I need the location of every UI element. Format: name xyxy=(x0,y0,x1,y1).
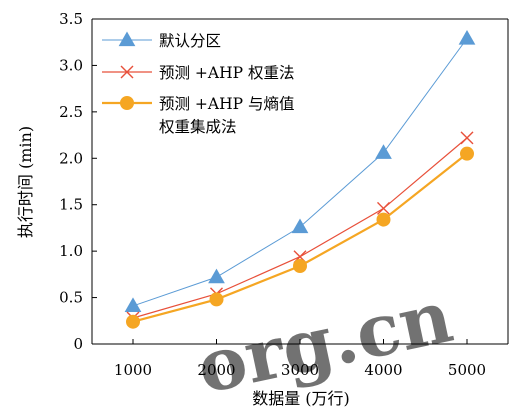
series-3 xyxy=(126,146,474,329)
legend-label: 预测 +AHP 权重法 xyxy=(159,64,294,82)
data-point xyxy=(376,212,391,227)
series-layer xyxy=(124,29,476,329)
data-point xyxy=(377,201,390,215)
x-tick-label: 2000 xyxy=(197,361,235,379)
data-point xyxy=(126,314,140,329)
data-point xyxy=(293,259,307,273)
data-point xyxy=(375,144,392,159)
x-tick-label: 1000 xyxy=(114,361,152,379)
y-tick-label: 1.5 xyxy=(59,196,83,214)
y-tick-label: 2.5 xyxy=(59,103,83,121)
axes: 0 0.5 1.0 1.5 2.0 2.5 3.0 3.5 1000 2000 3000 4000 50… xyxy=(59,10,509,379)
x-tick-label: 5000 xyxy=(448,361,486,379)
data-point xyxy=(124,297,142,313)
x-tick-label: 4000 xyxy=(364,361,402,379)
y-tick-label: 0.5 xyxy=(59,289,83,307)
data-point xyxy=(291,218,309,234)
y-tick-label: 0 xyxy=(73,335,83,353)
data-point xyxy=(460,131,474,145)
data-point xyxy=(209,292,224,307)
legend-label: 默认分区 xyxy=(159,32,221,50)
legend-label: 权重集成法 xyxy=(159,118,237,136)
data-point xyxy=(208,268,225,284)
data-point xyxy=(460,146,474,161)
y-tick-label: 3.0 xyxy=(59,56,83,74)
y-axis-title: 执行时间 (min) xyxy=(16,126,35,238)
y-tick-label: 3.5 xyxy=(59,10,83,28)
y-tick-label: 1.0 xyxy=(59,242,83,260)
legend-marker xyxy=(120,96,134,110)
x-tick-label: 3000 xyxy=(281,361,319,379)
series-2 xyxy=(126,131,474,325)
legend-marker xyxy=(118,31,136,47)
legend-label: 预测 +AHP 与熵值 xyxy=(159,95,294,113)
legend-marker xyxy=(120,65,134,79)
data-point xyxy=(458,29,476,45)
y-tick-label: 2.0 xyxy=(59,149,83,167)
series-1 xyxy=(124,29,476,313)
x-axis-title: 数据量 (万行) xyxy=(252,389,350,408)
